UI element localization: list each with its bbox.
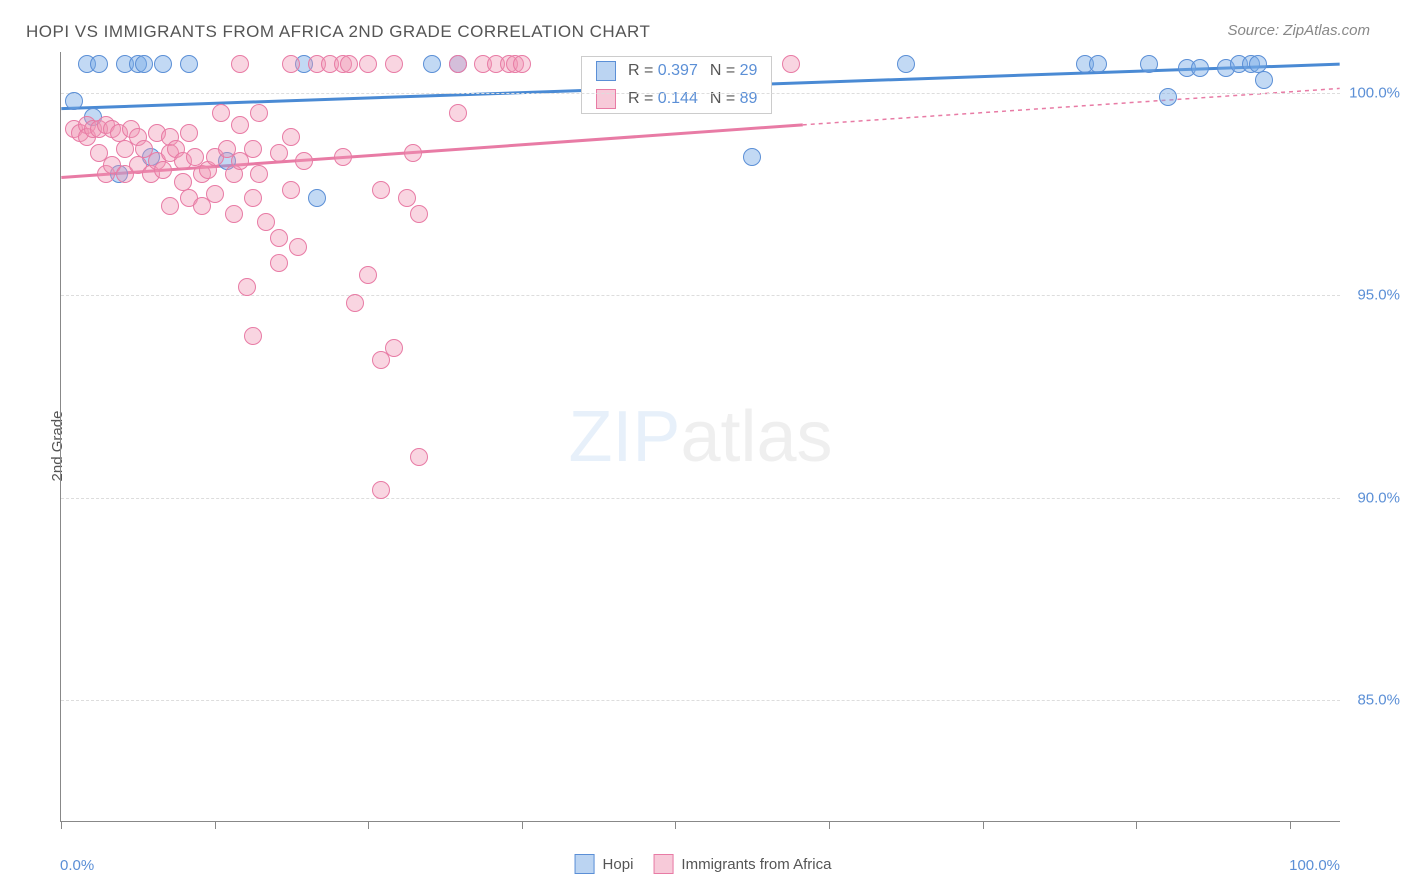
- plot-area: ZIPatlas R = 0.397 N = 29 R = 0.144 N = …: [60, 52, 1340, 822]
- watermark-part2: atlas: [680, 397, 832, 477]
- xtick: [61, 821, 62, 829]
- scatter-point: [449, 55, 467, 73]
- scatter-point: [161, 197, 179, 215]
- scatter-point: [743, 148, 761, 166]
- watermark: ZIPatlas: [568, 396, 832, 478]
- scatter-point: [270, 229, 288, 247]
- legend-label: Hopi: [603, 856, 634, 873]
- bottom-legend-item: Hopi: [575, 854, 634, 874]
- scatter-point: [282, 128, 300, 146]
- legend-swatch: [596, 61, 616, 81]
- xaxis-min-label: 0.0%: [60, 857, 94, 874]
- gridline: [61, 93, 1340, 94]
- r-value: 0.397: [658, 62, 698, 79]
- xtick: [368, 821, 369, 829]
- legend-swatch: [575, 854, 595, 874]
- scatter-point: [289, 238, 307, 256]
- legend-label: Immigrants from Africa: [681, 856, 831, 873]
- scatter-point: [385, 55, 403, 73]
- n-value: 29: [740, 62, 758, 79]
- scatter-point: [257, 213, 275, 231]
- scatter-point: [154, 55, 172, 73]
- scatter-point: [231, 116, 249, 134]
- watermark-part1: ZIP: [568, 397, 680, 477]
- scatter-point: [897, 55, 915, 73]
- legend-stats-box: R = 0.397 N = 29 R = 0.144 N = 89: [581, 56, 772, 114]
- gridline: [61, 295, 1340, 296]
- scatter-point: [212, 104, 230, 122]
- scatter-point: [65, 92, 83, 110]
- scatter-point: [154, 161, 172, 179]
- scatter-point: [270, 144, 288, 162]
- source-label: Source: ZipAtlas.com: [1227, 22, 1370, 39]
- xtick: [215, 821, 216, 829]
- scatter-point: [1255, 71, 1273, 89]
- xtick: [983, 821, 984, 829]
- r-label: R = 0.397: [628, 62, 698, 80]
- ytick-label: 85.0%: [1357, 692, 1400, 709]
- bottom-legend: Hopi Immigrants from Africa: [575, 854, 832, 874]
- xtick: [829, 821, 830, 829]
- gridline: [61, 700, 1340, 701]
- scatter-point: [1159, 88, 1177, 106]
- scatter-point: [90, 55, 108, 73]
- ytick-label: 95.0%: [1357, 287, 1400, 304]
- scatter-point: [513, 55, 531, 73]
- legend-swatch: [653, 854, 673, 874]
- scatter-point: [244, 327, 262, 345]
- scatter-point: [423, 55, 441, 73]
- scatter-point: [372, 481, 390, 499]
- scatter-point: [449, 104, 467, 122]
- scatter-point: [206, 185, 224, 203]
- ytick-label: 90.0%: [1357, 489, 1400, 506]
- scatter-point: [385, 339, 403, 357]
- scatter-point: [340, 55, 358, 73]
- scatter-point: [180, 55, 198, 73]
- xtick: [1136, 821, 1137, 829]
- scatter-point: [410, 448, 428, 466]
- scatter-point: [250, 104, 268, 122]
- scatter-point: [135, 55, 153, 73]
- scatter-point: [282, 55, 300, 73]
- scatter-point: [346, 294, 364, 312]
- scatter-point: [282, 181, 300, 199]
- bottom-legend-item: Immigrants from Africa: [653, 854, 831, 874]
- legend-stats-row: R = 0.397 N = 29: [582, 57, 771, 85]
- scatter-point: [180, 124, 198, 142]
- scatter-point: [238, 278, 256, 296]
- scatter-point: [359, 266, 377, 284]
- chart-title: HOPI VS IMMIGRANTS FROM AFRICA 2ND GRADE…: [26, 22, 650, 42]
- scatter-point: [295, 152, 313, 170]
- xtick: [675, 821, 676, 829]
- ytick-label: 100.0%: [1349, 84, 1400, 101]
- legend-stats-row: R = 0.144 N = 89: [582, 85, 771, 113]
- scatter-point: [1191, 59, 1209, 77]
- scatter-point: [1140, 55, 1158, 73]
- n-label: N = 29: [710, 62, 758, 80]
- scatter-point: [372, 181, 390, 199]
- scatter-point: [410, 205, 428, 223]
- xaxis-max-label: 100.0%: [1289, 857, 1340, 874]
- scatter-point: [308, 189, 326, 207]
- scatter-point: [244, 189, 262, 207]
- scatter-point: [270, 254, 288, 272]
- scatter-point: [244, 140, 262, 158]
- scatter-point: [231, 55, 249, 73]
- scatter-point: [359, 55, 377, 73]
- gridline: [61, 498, 1340, 499]
- xtick: [522, 821, 523, 829]
- scatter-point: [404, 144, 422, 162]
- scatter-point: [250, 165, 268, 183]
- scatter-point: [1089, 55, 1107, 73]
- scatter-point: [782, 55, 800, 73]
- xtick: [1290, 821, 1291, 829]
- scatter-point: [334, 148, 352, 166]
- scatter-point: [398, 189, 416, 207]
- trend-line-dashed: [803, 88, 1340, 124]
- scatter-point: [225, 205, 243, 223]
